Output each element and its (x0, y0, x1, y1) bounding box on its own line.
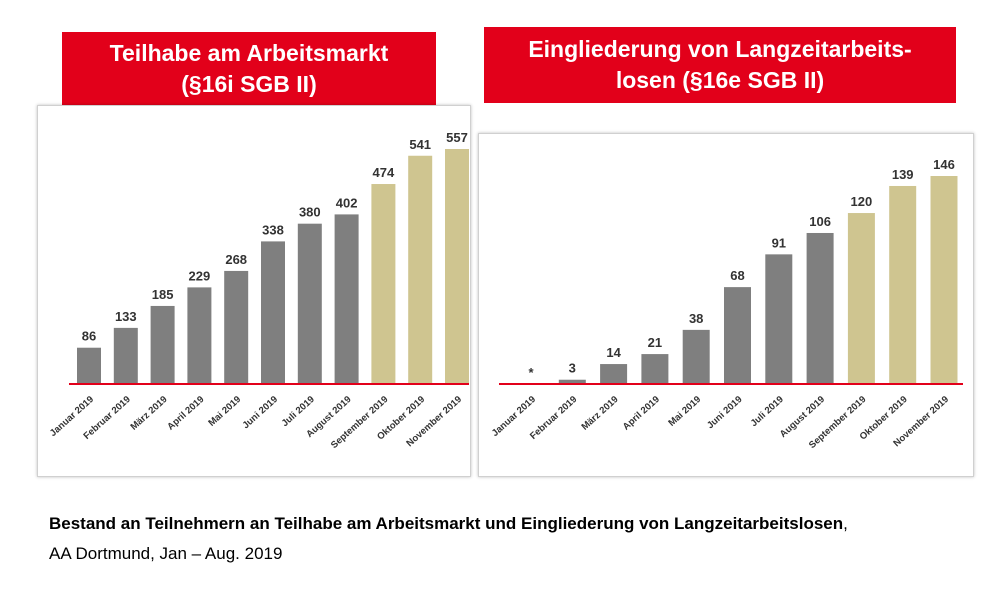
x-tick-label: März 2019 (128, 394, 169, 433)
chart-title-line-2: (§16i SGB II) (181, 71, 317, 97)
bar (445, 149, 469, 384)
bar-value-label: 120 (851, 194, 873, 209)
bar (806, 232, 834, 384)
x-tick-label: Juli 2019 (749, 394, 786, 429)
bar (334, 214, 359, 384)
bar-value-label: * (528, 365, 534, 380)
x-tick-label: Mai 2019 (206, 394, 243, 429)
bar-value-label: 185 (152, 287, 174, 302)
bar (558, 379, 586, 384)
bar (682, 329, 710, 384)
bar-value-label: 3 (569, 361, 576, 376)
bar (77, 347, 101, 384)
caption-line-2: AA Dortmund, Jan – Aug. 2019 (49, 544, 283, 563)
chart-panel-teilhabe: 86 Januar 2019 133 Februar 2019 185 März 2019… (37, 105, 471, 477)
bar-value-label: 106 (809, 214, 831, 229)
x-tick-label: April 2019 (165, 394, 206, 433)
x-tick-label: Mai 2019 (666, 394, 703, 429)
bar (187, 287, 212, 384)
bar-value-label: 14 (606, 345, 621, 360)
bar-value-label: 229 (189, 268, 211, 283)
bar-value-label: 268 (225, 252, 247, 267)
bar-value-label: 38 (689, 311, 703, 326)
bar-value-label: 133 (115, 309, 137, 324)
bar (765, 254, 793, 384)
bar-value-label: 86 (82, 329, 96, 344)
bar-value-label: 557 (446, 130, 468, 145)
bar-value-label: 21 (648, 335, 662, 350)
bar (113, 327, 138, 384)
bar-value-label: 402 (336, 195, 358, 210)
caption-line-1: Bestand an Teilnehmern an Teilhabe am Ar… (49, 514, 848, 534)
bar-value-label: 91 (772, 235, 786, 250)
bar-value-label: 139 (892, 167, 914, 182)
chart-title-eingliederung: Eingliederung von Langzeitarbeits- losen… (484, 27, 956, 103)
bar (889, 185, 917, 384)
bar (150, 305, 175, 384)
chart-title-teilhabe: Teilhabe am Arbeitsmarkt (§16i SGB II) (62, 32, 436, 105)
chart-title-line-2: losen (§16e SGB II) (615, 67, 825, 93)
x-tick-label: Juni 2019 (705, 394, 745, 431)
x-tick-label: März 2019 (579, 394, 620, 433)
caption-comma: , (843, 514, 848, 533)
bar-value-label: 541 (409, 137, 431, 152)
x-tick-label: Juni 2019 (240, 394, 280, 431)
bar (641, 354, 669, 384)
bar (930, 176, 958, 384)
bar-value-label: 146 (933, 157, 955, 172)
bar (408, 155, 433, 384)
bar (261, 241, 285, 384)
bar (371, 184, 396, 384)
bar (224, 270, 249, 384)
x-tick-label: Juli 2019 (280, 394, 317, 429)
x-tick-label: April 2019 (621, 394, 662, 433)
bar (847, 213, 875, 384)
bar-value-label: 380 (299, 205, 321, 220)
chart-title-line-1: Teilhabe am Arbeitsmarkt (109, 40, 389, 66)
bar-value-label: 474 (373, 165, 395, 180)
bar (600, 364, 628, 384)
chart-panel-eingliederung: * Januar 2019 3 Februar 2019 14 März 2019 21 Ap… (478, 133, 974, 477)
caption-bold-text: Bestand an Teilnehmern an Teilhabe am Ar… (49, 514, 844, 533)
bar-value-label: 68 (730, 268, 744, 283)
bar (297, 223, 322, 384)
chart-title-line-1: Eingliederung von Langzeitarbeits- (528, 36, 912, 62)
bar (724, 287, 751, 384)
bar-value-label: 338 (262, 222, 284, 237)
